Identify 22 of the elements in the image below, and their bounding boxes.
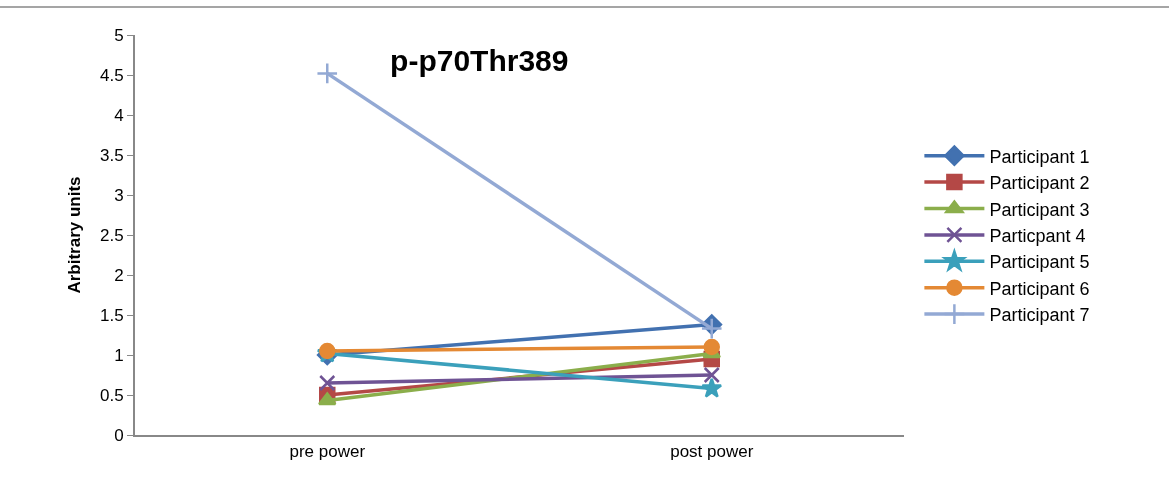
y-tick-label: 5 — [114, 25, 124, 45]
legend-label: Participant 6 — [989, 278, 1090, 299]
legend-label: Participant 3 — [989, 199, 1090, 220]
y-tick-label: 4 — [114, 105, 124, 125]
y-tick-label: 0.5 — [99, 385, 124, 405]
y-tick-label: 4.5 — [99, 65, 124, 85]
y-tick-label: 1.5 — [99, 305, 124, 325]
y-tick-label: 3.5 — [99, 145, 124, 165]
y-tick-label: 1 — [114, 345, 124, 365]
x-tick-label: post power — [670, 442, 754, 462]
y-tick-label: 0 — [114, 425, 124, 445]
x-tick-label: pre power — [289, 442, 366, 462]
legend-label: Participant 1 — [989, 146, 1090, 167]
y-tick-label: 2 — [114, 265, 124, 285]
y-tick-label: 2.5 — [99, 225, 124, 245]
legend-label: Participant 5 — [989, 252, 1090, 273]
legend-label: Participant 7 — [989, 305, 1090, 326]
legend-label: Participant 2 — [989, 173, 1090, 194]
y-axis-title: Arbitrary units — [65, 176, 85, 294]
y-tick-label: 3 — [114, 185, 124, 205]
legend-label: Particpant 4 — [989, 225, 1086, 246]
chart-title: p-p70Thr389 — [390, 43, 569, 77]
